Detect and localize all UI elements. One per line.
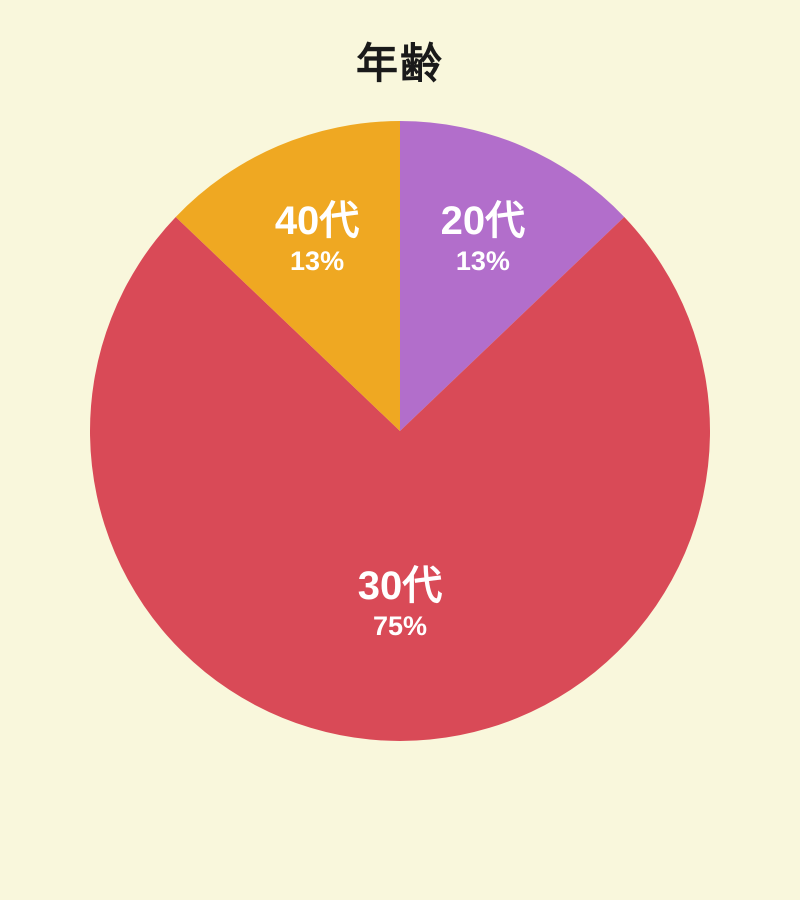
pie-chart-container: 年齢 20代13%30代75%40代13% [0,0,800,900]
chart-title: 年齢 [356,30,444,91]
pie-svg [90,121,710,741]
pie-wrapper: 20代13%30代75%40代13% [90,121,710,741]
